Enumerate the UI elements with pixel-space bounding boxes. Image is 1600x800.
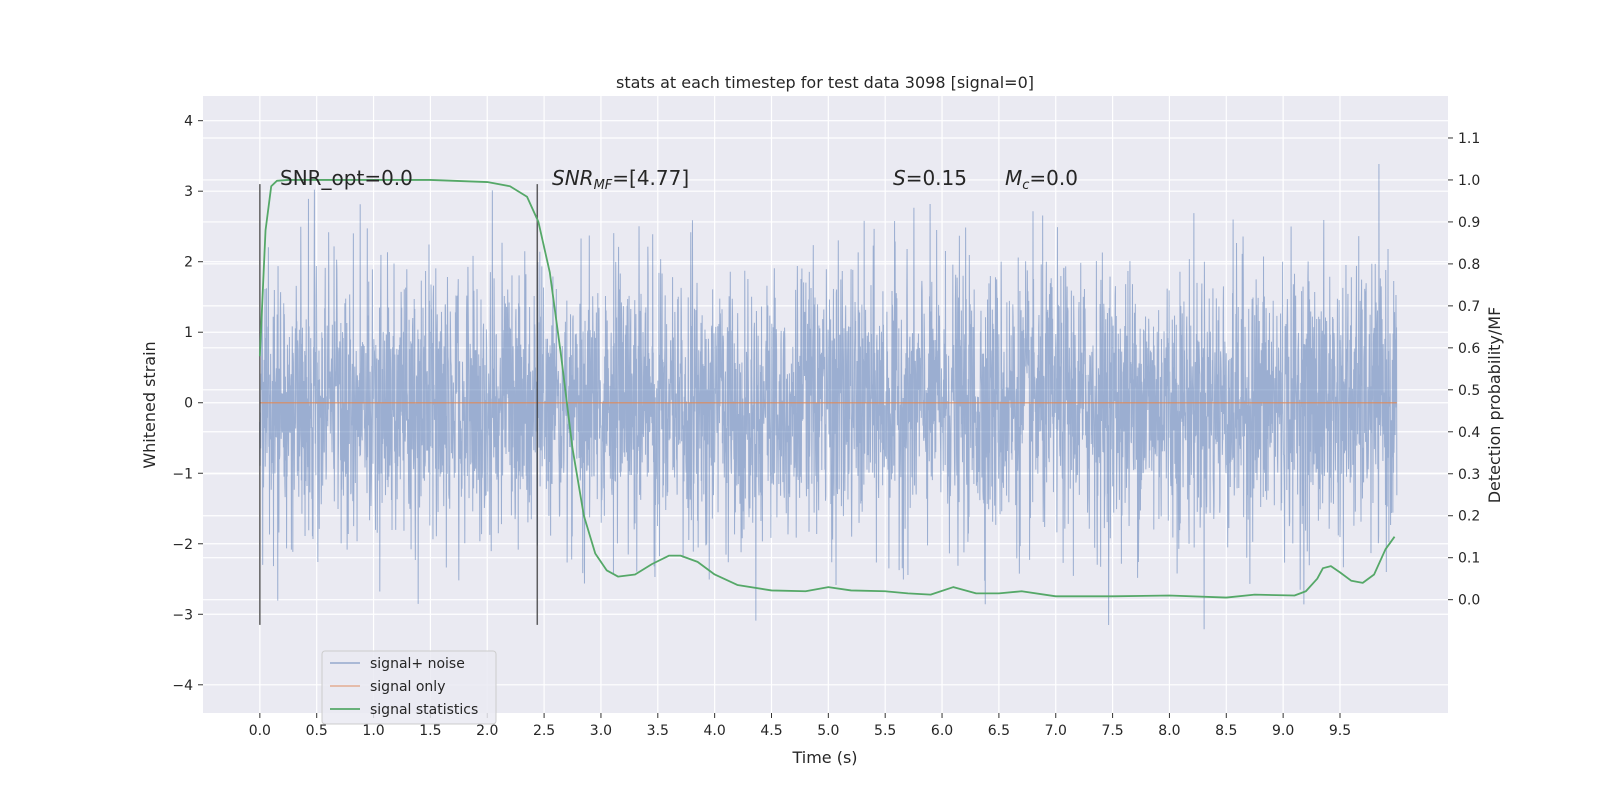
x-tick-label-3: 1.5	[419, 723, 441, 739]
y-axis-ticks: −4 −3 −2 −1 0 1 2 3 4	[172, 114, 203, 694]
annotation-mc-value: =0.0	[1029, 166, 1078, 190]
y-tick-label-6: 2	[184, 255, 193, 271]
legend: signal+ noise signal only signal statist…	[321, 650, 497, 725]
annotation-snr-mf: SNRMF=[4.77]	[552, 166, 689, 193]
x-tick-label-12: 6.0	[931, 723, 953, 739]
yr-tick-label-9: 0.9	[1458, 215, 1480, 231]
y-tick-label-4: 0	[184, 396, 193, 412]
yr-tick-label-2: 0.2	[1458, 509, 1480, 525]
chart-title: stats at each timestep for test data 309…	[616, 73, 1034, 92]
y-axis-label: Whitened strain	[140, 341, 159, 468]
legend-label-noise: signal+ noise	[370, 656, 465, 672]
annotation-s: S=0.15	[893, 166, 967, 190]
x-tick-label-5: 2.5	[533, 723, 555, 739]
x-tick-label-11: 5.5	[874, 723, 896, 739]
yr-tick-label-7: 0.7	[1458, 299, 1480, 315]
noise-series	[259, 164, 1398, 630]
x-tick-label-2: 1.0	[362, 723, 384, 739]
yr-tick-label-11: 1.1	[1458, 131, 1480, 147]
legend-box	[321, 650, 497, 725]
x-tick-label-18: 9.0	[1272, 723, 1294, 739]
yr-tick-label-6: 0.6	[1458, 341, 1480, 357]
x-axis-label: Time (s)	[791, 748, 857, 767]
x-tick-label-17: 8.5	[1215, 723, 1237, 739]
x-tick-label-1: 0.5	[306, 723, 328, 739]
x-tick-label-4: 2.0	[476, 723, 498, 739]
annotation-s-symbol: S	[893, 166, 906, 190]
x-tick-label-8: 4.0	[704, 723, 726, 739]
yr-tick-label-3: 0.3	[1458, 467, 1480, 483]
yr-tick-label-4: 0.4	[1458, 425, 1480, 441]
x-tick-label-10: 5.0	[817, 723, 839, 739]
yr-tick-label-5: 0.5	[1458, 383, 1480, 399]
statistics-series	[258, 179, 1396, 599]
x-tick-label-13: 6.5	[988, 723, 1010, 739]
annotation-s-value: =0.15	[906, 166, 967, 190]
yr-tick-label-0: 0.0	[1458, 593, 1480, 609]
annotation-snr-opt: SNR_opt=0.0	[280, 166, 413, 190]
y-tick-label-7: 3	[184, 184, 193, 200]
x-tick-label-14: 7.0	[1045, 723, 1067, 739]
x-tick-label-19: 9.5	[1329, 723, 1351, 739]
yr-tick-label-1: 0.1	[1458, 551, 1480, 567]
x-axis-ticks: 0.0 0.5 1.0 1.5 2.0 2.5 3.0 3.5 4.0 4.5 5.0 5.5 6.0 6…	[249, 713, 1351, 739]
annotation-snr-mf-subscript: MF	[594, 178, 613, 193]
annotation-mc-symbol: M	[1005, 166, 1022, 190]
annotation-snr-mf-symbol: SNR	[552, 166, 594, 190]
annotation-mc: Mc=0.0	[1005, 166, 1078, 193]
y-tick-label-0: −4	[172, 678, 193, 694]
vertical-markers	[259, 184, 539, 625]
y-tick-label-2: −2	[172, 537, 193, 553]
x-tick-label-7: 3.5	[647, 723, 669, 739]
y-tick-label-8: 4	[184, 114, 193, 130]
legend-label-signal: signal only	[370, 679, 445, 695]
y-tick-label-5: 1	[184, 325, 193, 341]
yr-tick-label-8: 0.8	[1458, 257, 1480, 273]
x-tick-label-16: 8.0	[1158, 723, 1180, 739]
x-tick-label-9: 4.5	[760, 723, 782, 739]
y-tick-label-1: −3	[172, 607, 193, 623]
y-right-axis-ticks: 0.0 0.1 0.2 0.3 0.4 0.5 0.6 0.7 0.8 0.9 1.0 1.1	[1448, 131, 1480, 609]
y-tick-label-3: −1	[172, 466, 193, 482]
annotation-mc-subscript: c	[1022, 178, 1029, 193]
x-tick-label-0: 0.0	[249, 723, 271, 739]
statistics-line	[258, 179, 1396, 599]
noise-trace	[259, 164, 1398, 630]
y-right-axis-label: Detection probability/MF	[1485, 307, 1504, 504]
legend-label-statistics: signal statistics	[370, 702, 478, 718]
x-tick-label-15: 7.5	[1101, 723, 1123, 739]
annotation-snr-mf-value: =[4.77]	[612, 166, 689, 190]
yr-tick-label-10: 1.0	[1458, 173, 1480, 189]
x-tick-label-6: 3.0	[590, 723, 612, 739]
